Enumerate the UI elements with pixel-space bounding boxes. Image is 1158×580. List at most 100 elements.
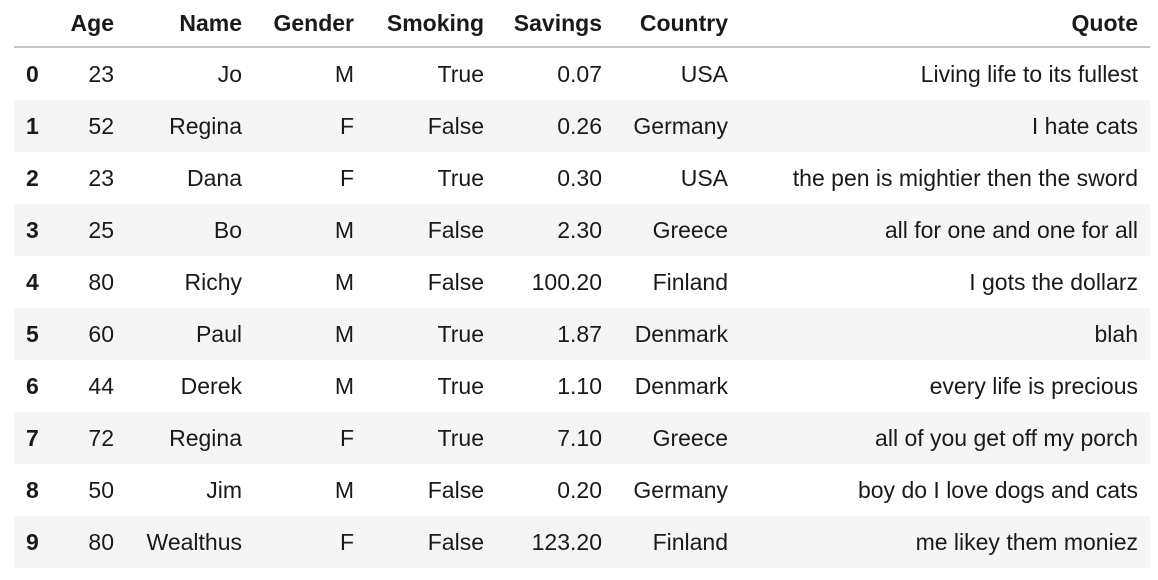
row-index: 1 <box>14 100 56 152</box>
cell-savings: 123.20 <box>496 516 614 568</box>
cell-age: 25 <box>56 204 126 256</box>
table-row: 2 23 Dana F True 0.30 USA the pen is mightier t… <box>14 152 1150 204</box>
cell-quote: boy do I love dogs and cats <box>857 476 1138 503</box>
table-row: 6 44 Derek M True 1.10 Denmark every life is pr… <box>14 360 1150 412</box>
row-index: 6 <box>26 372 39 399</box>
cell-age: 23 <box>88 164 114 191</box>
row-index: 3 <box>14 204 56 256</box>
cell-savings: 1.10 <box>557 372 602 399</box>
cell-gender: M <box>254 204 366 256</box>
cell-name: Paul <box>126 308 254 360</box>
cell-smoking: True <box>366 412 496 464</box>
dataframe-table: Age Name Gender Smoking Savings Country … <box>14 0 1150 568</box>
cell-age: 72 <box>56 412 126 464</box>
row-index: 7 <box>14 412 56 464</box>
column-header-savings: Savings <box>496 0 614 48</box>
cell-gender: F <box>254 516 366 568</box>
cell-quote: the pen is mightier then the sword <box>792 164 1138 191</box>
cell-gender: M <box>334 268 354 295</box>
cell-gender: F <box>254 100 366 152</box>
cell-smoking: False <box>366 204 496 256</box>
cell-country: Denmark <box>614 308 740 360</box>
cell-smoking: True <box>437 372 484 399</box>
cell-quote: all of you get off my porch <box>740 412 1150 464</box>
table-header: Age Name Gender Smoking Savings Country … <box>14 0 1150 48</box>
cell-savings: 100.20 <box>531 268 602 295</box>
cell-savings: 0.20 <box>557 476 602 503</box>
row-index: 2 <box>26 164 39 191</box>
cell-age: 80 <box>56 516 126 568</box>
cell-name: Wealthus <box>126 516 254 568</box>
cell-smoking: True <box>366 308 496 360</box>
row-index: 9 <box>14 516 56 568</box>
cell-country: USA <box>680 60 728 87</box>
cell-age: 52 <box>56 100 126 152</box>
cell-country: Germany <box>614 100 740 152</box>
cell-name: Bo <box>126 204 254 256</box>
cell-name: Dana <box>187 164 242 191</box>
cell-country: Greece <box>614 412 740 464</box>
table-row: 8 50 Jim M False 0.20 Germany boy do I love dog… <box>14 464 1150 516</box>
row-index: 0 <box>26 60 39 87</box>
cell-name: Jo <box>217 60 242 87</box>
column-header-smoking: Smoking <box>366 0 496 48</box>
cell-quote: me likey them moniez <box>740 516 1150 568</box>
cell-smoking: False <box>427 268 484 295</box>
cell-name: Regina <box>126 412 254 464</box>
row-index: 8 <box>26 476 39 503</box>
cell-name: Richy <box>184 268 242 295</box>
cell-gender: M <box>334 60 354 87</box>
table-row: 5 60 Paul M True 1.87 Denmark blah <box>14 308 1150 360</box>
cell-name: Regina <box>126 100 254 152</box>
column-header-gender: Gender <box>254 0 366 48</box>
header-row: Age Name Gender Smoking Savings Country … <box>14 0 1150 48</box>
cell-gender: F <box>339 164 354 191</box>
cell-age: 23 <box>88 60 114 87</box>
column-header-country: Country <box>614 0 740 48</box>
column-header-name: Name <box>126 0 254 48</box>
cell-age: 60 <box>56 308 126 360</box>
cell-country: Finland <box>652 268 728 295</box>
table-row: 9 80 Wealthus F False 123.20 Finland me likey t… <box>14 516 1150 568</box>
row-index: 4 <box>26 268 39 295</box>
table-body: 0 23 Jo M True 0.07 USA Living life to its full… <box>14 47 1150 568</box>
table-row: 1 52 Regina F False 0.26 Germany I hate cats <box>14 100 1150 152</box>
cell-savings: 0.07 <box>557 60 602 87</box>
cell-quote: I gots the dollarz <box>969 268 1138 295</box>
cell-name: Derek <box>180 372 242 399</box>
cell-country: Greece <box>614 204 740 256</box>
cell-savings: 7.10 <box>496 412 614 464</box>
cell-smoking: True <box>437 60 484 87</box>
cell-smoking: False <box>427 476 484 503</box>
cell-quote: every life is precious <box>929 372 1138 399</box>
cell-age: 44 <box>88 372 114 399</box>
cell-country: USA <box>680 164 728 191</box>
cell-smoking: False <box>366 100 496 152</box>
table-row: 7 72 Regina F True 7.10 Greece all of you get o… <box>14 412 1150 464</box>
index-header <box>14 0 56 48</box>
dataframe-output: Age Name Gender Smoking Savings Country … <box>14 0 1150 568</box>
table-row: 4 80 Richy M False 100.20 Finland I gots the do… <box>14 256 1150 308</box>
cell-savings: 1.87 <box>496 308 614 360</box>
column-header-age: Age <box>56 0 126 48</box>
cell-quote: blah <box>740 308 1150 360</box>
cell-country: Denmark <box>634 372 728 399</box>
cell-country: Germany <box>633 476 728 503</box>
cell-name: Jim <box>206 476 242 503</box>
cell-age: 80 <box>88 268 114 295</box>
cell-gender: M <box>334 372 354 399</box>
cell-age: 50 <box>88 476 114 503</box>
cell-smoking: False <box>366 516 496 568</box>
cell-quote: all for one and one for all <box>740 204 1150 256</box>
cell-gender: M <box>334 476 354 503</box>
cell-country: Finland <box>614 516 740 568</box>
table-row: 3 25 Bo M False 2.30 Greece all for one and one… <box>14 204 1150 256</box>
cell-gender: M <box>254 308 366 360</box>
cell-quote: Living life to its fullest <box>920 60 1138 87</box>
cell-savings: 2.30 <box>496 204 614 256</box>
cell-savings: 0.26 <box>496 100 614 152</box>
row-index: 5 <box>14 308 56 360</box>
cell-quote: I hate cats <box>740 100 1150 152</box>
column-header-quote: Quote <box>740 0 1150 48</box>
cell-gender: F <box>254 412 366 464</box>
